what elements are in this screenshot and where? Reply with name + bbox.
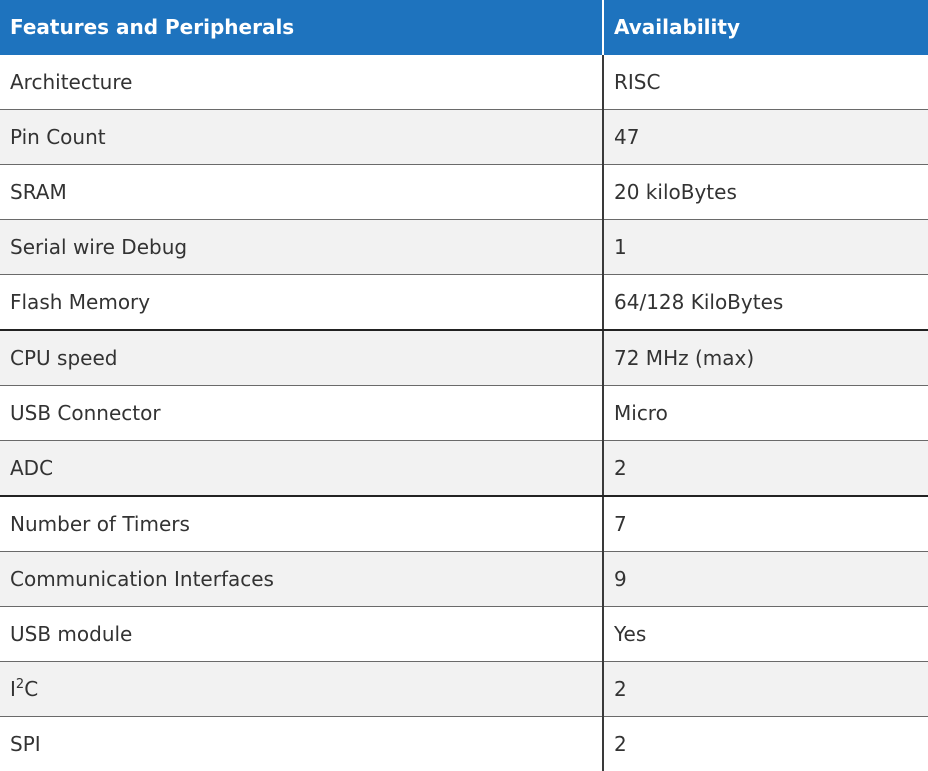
value-cell: 1 [603, 220, 928, 275]
feature-cell: CPU speed [0, 330, 603, 386]
table-row: Number of Timers 7 [0, 496, 928, 552]
feature-cell: USB Connector [0, 386, 603, 441]
table-row: USB Connector Micro [0, 386, 928, 441]
feature-cell: ADC [0, 441, 603, 497]
feature-cell: Communication Interfaces [0, 552, 603, 607]
header-row: Features and Peripherals Availability [0, 0, 928, 55]
table-row: ADC 2 [0, 441, 928, 497]
feature-cell-i2c: I2C [0, 662, 603, 717]
feature-cell: USB module [0, 607, 603, 662]
feature-cell: Serial wire Debug [0, 220, 603, 275]
header-availability: Availability [603, 0, 928, 55]
table-row: CPU speed 72 MHz (max) [0, 330, 928, 386]
table-row: USB module Yes [0, 607, 928, 662]
i2c-superscript: 2 [16, 677, 24, 692]
value-cell: 2 [603, 662, 928, 717]
value-cell: 47 [603, 110, 928, 165]
table-header: Features and Peripherals Availability [0, 0, 928, 55]
i2c-tail: C [24, 677, 38, 701]
value-cell: Yes [603, 607, 928, 662]
value-cell: 64/128 KiloBytes [603, 275, 928, 331]
feature-cell: Number of Timers [0, 496, 603, 552]
header-features: Features and Peripherals [0, 0, 603, 55]
table-row: SRAM 20 kiloBytes [0, 165, 928, 220]
feature-cell: Flash Memory [0, 275, 603, 331]
table-row: I2C 2 [0, 662, 928, 717]
feature-cell: SRAM [0, 165, 603, 220]
table-body: Architecture RISC Pin Count 47 SRAM 20 k… [0, 55, 928, 771]
feature-cell: SPI [0, 717, 603, 771]
value-cell: 9 [603, 552, 928, 607]
value-cell: 7 [603, 496, 928, 552]
table-row: Flash Memory 64/128 KiloBytes [0, 275, 928, 331]
value-cell: 2 [603, 441, 928, 497]
value-cell: 20 kiloBytes [603, 165, 928, 220]
table-row: Architecture RISC [0, 55, 928, 110]
table-row: Communication Interfaces 9 [0, 552, 928, 607]
feature-cell: Pin Count [0, 110, 603, 165]
value-cell: RISC [603, 55, 928, 110]
value-cell: 2 [603, 717, 928, 771]
table-row: Pin Count 47 [0, 110, 928, 165]
table-row: SPI 2 [0, 717, 928, 771]
feature-cell: Architecture [0, 55, 603, 110]
value-cell: Micro [603, 386, 928, 441]
value-cell: 72 MHz (max) [603, 330, 928, 386]
table-row: Serial wire Debug 1 [0, 220, 928, 275]
